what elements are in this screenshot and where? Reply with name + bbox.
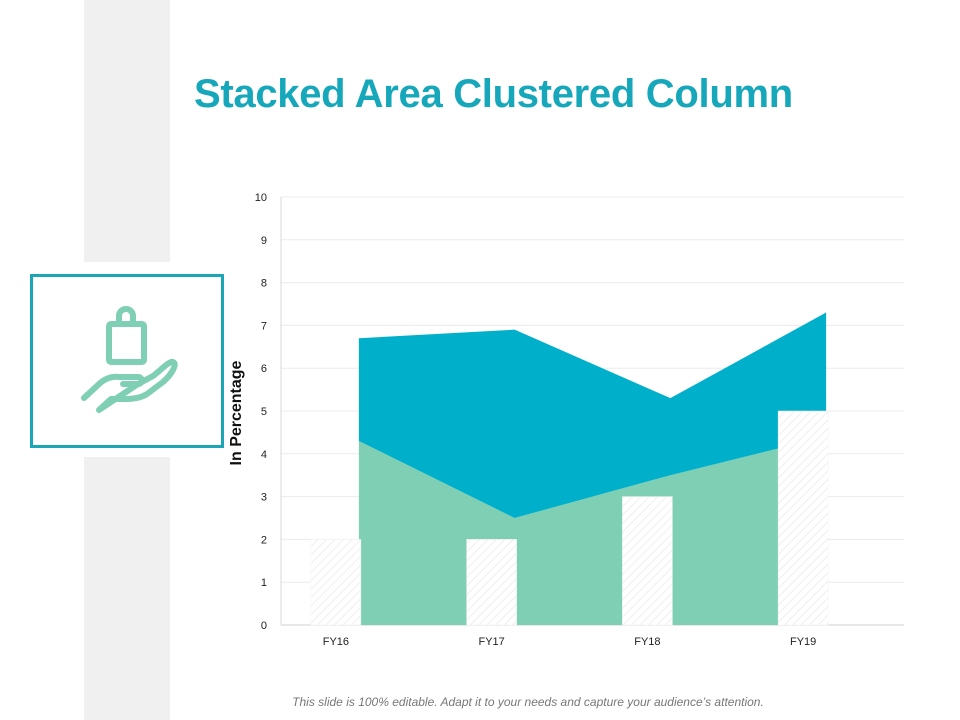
x-tick-label: FY17 (478, 636, 504, 648)
x-tick-label: FY16 (323, 636, 349, 648)
footer-note: This slide is 100% editable. Adapt it to… (292, 695, 764, 709)
y-axis-label: In Percentage (228, 360, 245, 466)
decorative-strip-bottom (84, 457, 170, 720)
x-tick-label: FY19 (790, 636, 816, 648)
y-tick-label: 10 (255, 192, 267, 204)
x-tick-label: FY18 (634, 636, 660, 648)
icon-frame (30, 274, 224, 448)
y-tick-label: 7 (261, 320, 267, 332)
decorative-strip-top (84, 0, 170, 262)
column-fy18 (622, 496, 673, 626)
y-tick-label: 3 (261, 492, 267, 504)
area-series-2 (358, 312, 827, 518)
y-tick-label: 2 (261, 534, 267, 546)
hand-holding-shopping-bag-icon (81, 306, 178, 413)
column-fy17 (466, 539, 517, 626)
y-tick-label: 1 (261, 577, 267, 589)
y-tick-label: 0 (261, 620, 267, 632)
y-tick-label: 6 (261, 363, 267, 375)
y-tick-label: 8 (261, 278, 267, 290)
column-fy16 (310, 539, 362, 626)
slide-title: Stacked Area Clustered Column (194, 72, 793, 116)
column-fy19 (777, 410, 829, 626)
y-tick-label: 9 (261, 235, 267, 247)
y-tick-label: 4 (261, 449, 267, 461)
y-tick-label: 5 (261, 406, 267, 418)
